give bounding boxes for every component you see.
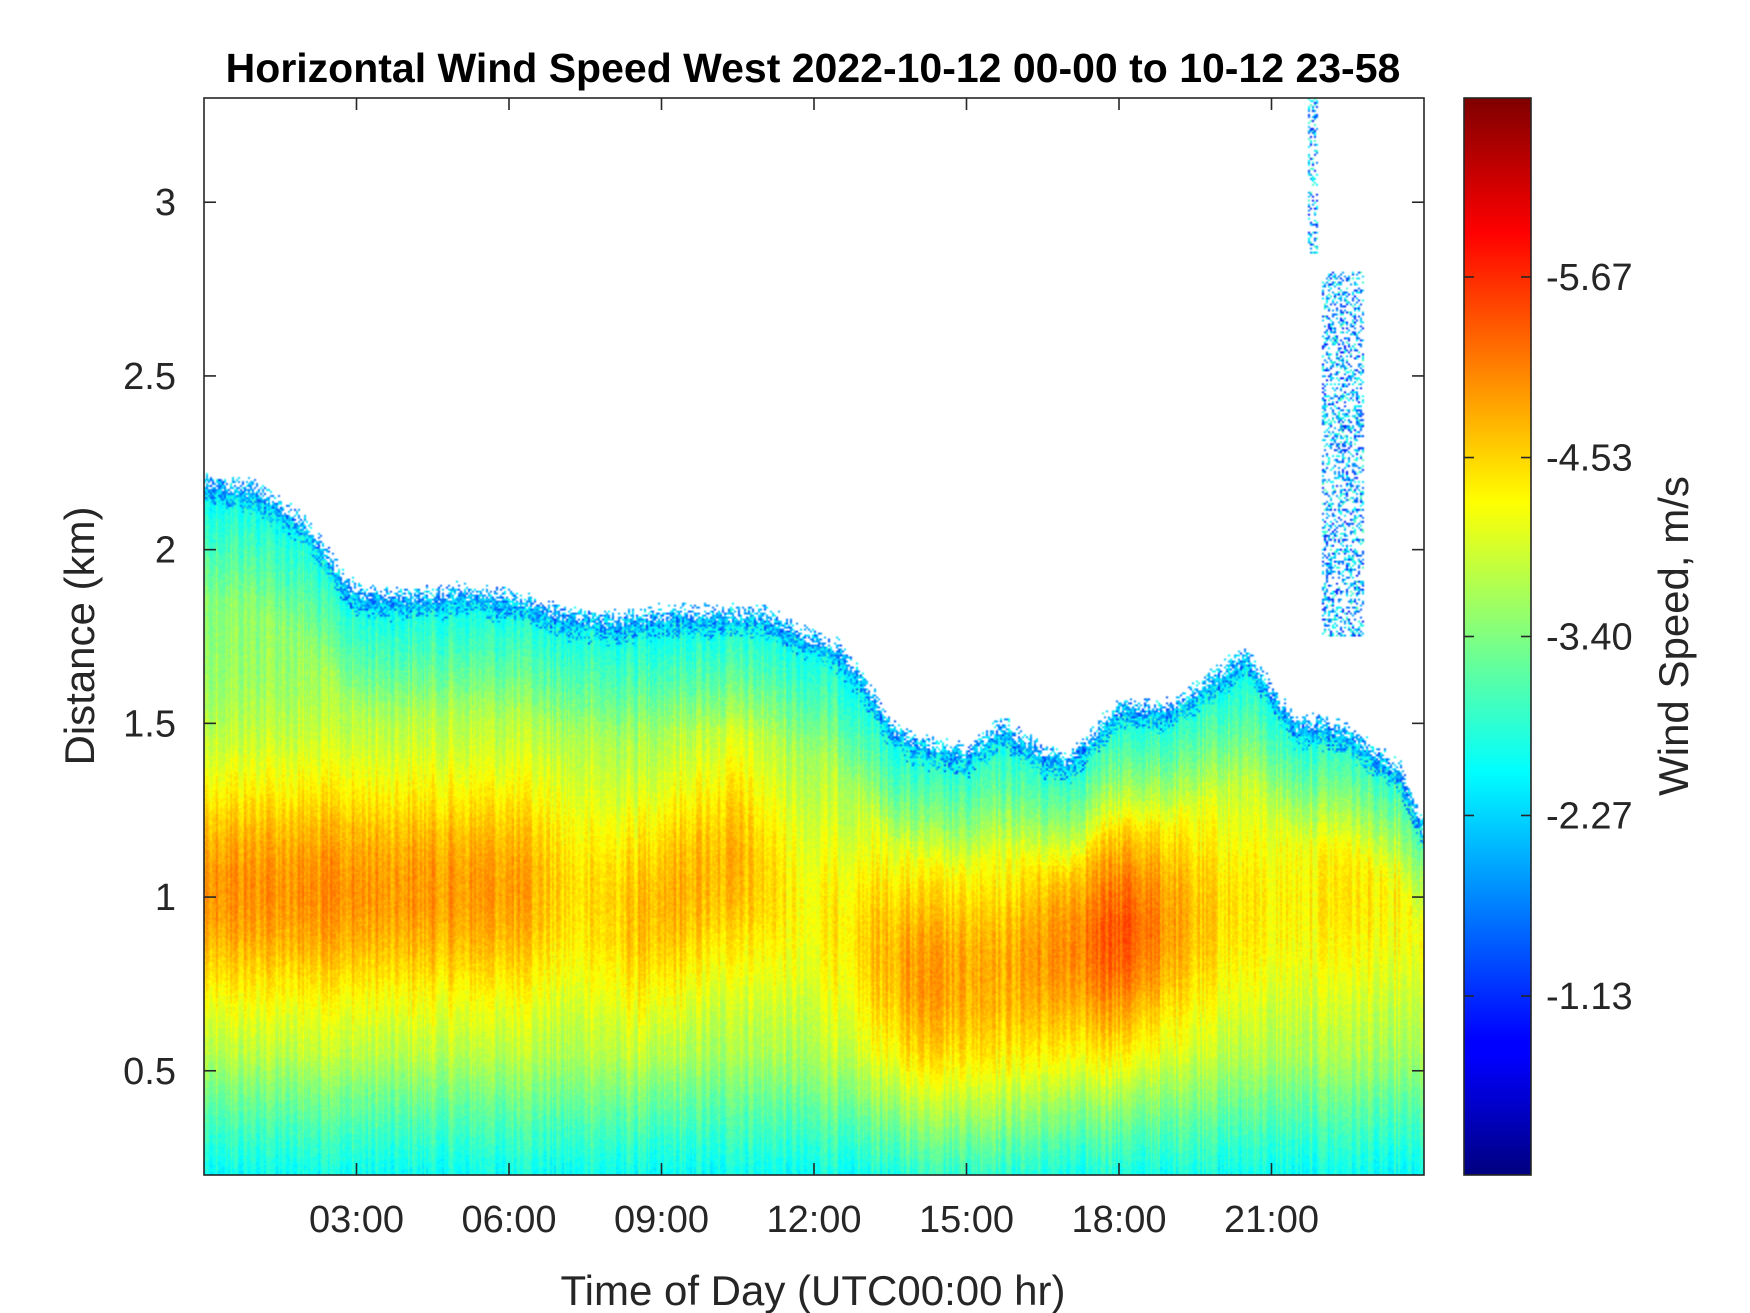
y-tick-label: 1	[155, 877, 176, 919]
y-tick-label: 0.5	[123, 1051, 176, 1093]
x-tick-label: 15:00	[919, 1199, 1014, 1241]
colorbar-tick-label: -1.13	[1546, 976, 1633, 1018]
colorbar-gradient	[1463, 97, 1532, 1176]
colorbar-tick-label: -5.67	[1546, 257, 1633, 299]
y-tick-label: 3	[155, 182, 176, 224]
x-tick-label: 06:00	[461, 1199, 556, 1241]
y-tick-label: 2	[155, 530, 176, 572]
colorbar-label: Wind Speed, m/s	[1650, 476, 1697, 796]
colorbar-ticks: -5.67 -4.53 -3.40 -2.27 -1.13	[1464, 257, 1633, 1018]
colorbar-tick-label: -3.40	[1546, 617, 1633, 659]
plot-area	[203, 97, 1425, 1176]
y-tick-label: 2.5	[123, 356, 176, 398]
y-tick-label: 1.5	[123, 703, 176, 745]
x-tick-label: 21:00	[1224, 1199, 1319, 1241]
chart-title: Horizontal Wind Speed West 2022-10-12 00…	[226, 45, 1401, 91]
y-axis-label: Distance (km)	[56, 506, 103, 765]
x-axis-label: Time of Day (UTC00:00 hr)	[561, 1267, 1066, 1313]
colorbar-tick-label: -2.27	[1546, 795, 1633, 837]
x-tick-label: 18:00	[1071, 1199, 1166, 1241]
colorbar-tick-label: -4.53	[1546, 438, 1633, 480]
wind-speed-heatmap	[204, 98, 1424, 1175]
y-axis: 0.5 1 1.5 2 2.5 3	[123, 182, 1424, 1093]
x-tick-label: 03:00	[309, 1199, 404, 1241]
colorbar: -5.67 -4.53 -3.40 -2.27 -1.13 Wind Speed, m/…	[1463, 97, 1697, 1176]
x-tick-label: 12:00	[766, 1199, 861, 1241]
x-axis: 03:00 06:00 09:00 12:00 15:00 18:00 21:00	[309, 98, 1319, 1241]
x-tick-label: 09:00	[614, 1199, 709, 1241]
